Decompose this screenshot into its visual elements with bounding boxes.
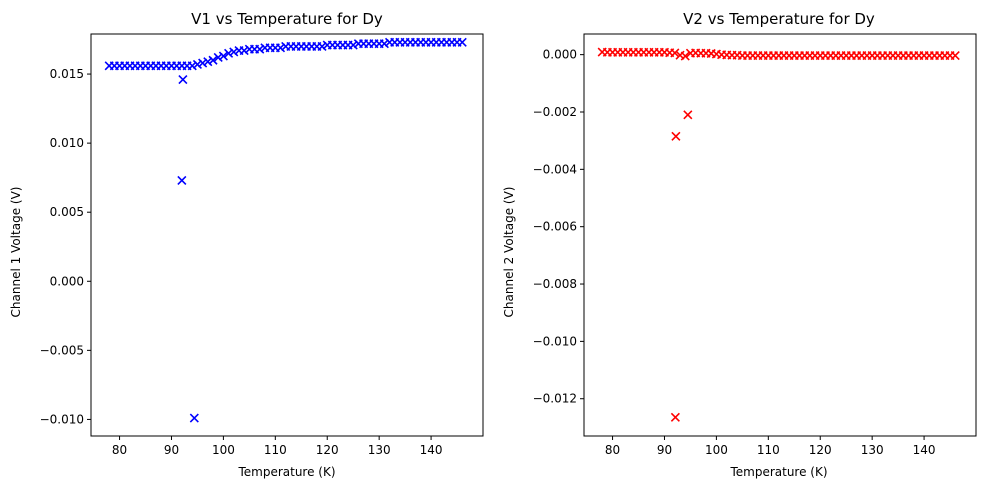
data-point-x-marker [213, 52, 223, 63]
data-point-x-marker [255, 44, 265, 54]
x-tick-label: 140 [420, 443, 443, 457]
x-tick-label: 100 [705, 443, 728, 457]
plot-frame [90, 33, 484, 437]
plot-frame [583, 33, 977, 437]
y-ticks: 0.015 0.010 0.005 0.000 −0.005 −0.010 [40, 67, 91, 426]
y-tick-label: −0.002 [533, 105, 577, 119]
x-tick-label: 110 [264, 443, 287, 457]
data-point-x-marker [203, 57, 213, 67]
data-point-x-marker [239, 46, 249, 56]
x-tick-label: 100 [212, 443, 235, 457]
data-point-x-marker [275, 43, 286, 53]
data-point-x-marker [671, 131, 681, 141]
y-tick-label: −0.010 [533, 334, 577, 348]
data-point-x-marker [178, 75, 188, 85]
y-tick-label: −0.004 [533, 162, 577, 176]
data-point-x-marker [379, 39, 389, 49]
y-tick-label: 0.000 [543, 48, 577, 62]
x-tick-label: 120 [316, 443, 339, 457]
data-point-x-marker [187, 61, 197, 71]
y-tick-label: −0.012 [533, 392, 577, 406]
data-point-x-marker [950, 50, 960, 61]
chart-title: V2 vs Temperature for Dy [683, 10, 875, 28]
data-point-x-marker [680, 51, 690, 61]
data-point-x-marker [177, 175, 187, 185]
y-tick-label: 0.010 [50, 136, 84, 150]
data-point-x-marker [670, 412, 680, 422]
data-point-x-marker [683, 110, 693, 120]
x-tick-label: 120 [809, 443, 832, 457]
chart-v2: V2 vs Temperature for Dy 0.000 −0.002 −0.0… [502, 10, 977, 479]
data-point-x-marker [208, 55, 218, 65]
y-tick-label: −0.005 [40, 343, 84, 357]
x-ticks: 80 90 100 110 120 130 140 [605, 436, 936, 457]
x-ticks: 80 90 100 110 120 130 140 [112, 436, 443, 457]
y-tick-label: 0.000 [50, 274, 84, 288]
x-axis-label: Temperature (K) [729, 465, 827, 479]
y-tick-label: −0.006 [533, 220, 577, 234]
x-axis-label: Temperature (K) [237, 465, 335, 479]
y-ticks: 0.000 −0.002 −0.004 −0.006 −0.008 −0.010 −0.01… [533, 48, 584, 406]
data-point-x-marker [189, 413, 199, 423]
x-tick-label: 80 [605, 443, 620, 457]
data-point-x-marker [224, 48, 234, 58]
y-tick-label: −0.010 [40, 412, 84, 426]
y-tick-label: 0.015 [50, 67, 84, 81]
data-point-x-marker [348, 40, 358, 50]
x-tick-label: 140 [913, 443, 936, 457]
x-tick-label: 130 [861, 443, 884, 457]
data-points [104, 37, 467, 423]
data-point-x-marker [457, 37, 467, 47]
data-point-x-marker [218, 51, 228, 61]
chart-v1: V1 vs Temperature for Dy 0.015 0.010 0.005… [9, 10, 484, 479]
x-tick-label: 80 [112, 443, 127, 457]
y-axis-label: Channel 2 Voltage (V) [502, 187, 516, 318]
y-tick-label: −0.008 [533, 277, 577, 291]
x-tick-label: 130 [368, 443, 391, 457]
x-tick-label: 110 [757, 443, 780, 457]
data-point-x-marker [192, 59, 203, 69]
data-point-x-marker [670, 48, 680, 58]
data-point-x-marker [317, 41, 327, 51]
y-axis-label: Channel 1 Voltage (V) [9, 187, 23, 318]
chart-title: V1 vs Temperature for Dy [191, 10, 383, 28]
data-point-x-marker [198, 58, 208, 68]
data-point-x-marker [229, 47, 239, 57]
data-points [597, 47, 960, 422]
x-tick-label: 90 [657, 443, 672, 457]
x-tick-label: 90 [164, 443, 179, 457]
y-tick-label: 0.005 [50, 205, 84, 219]
